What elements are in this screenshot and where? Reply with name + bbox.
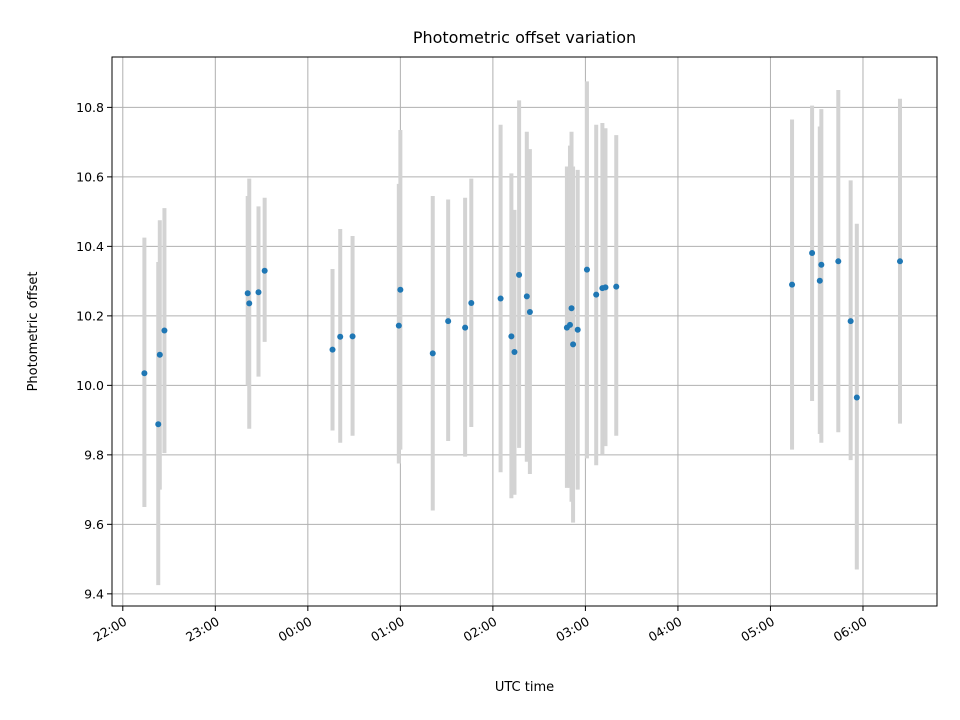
data-point	[255, 289, 262, 296]
data-point	[395, 322, 402, 329]
data-point	[349, 333, 356, 340]
y-tick-label: 9.6	[84, 517, 104, 532]
data-point	[161, 327, 168, 334]
data-point	[508, 333, 515, 340]
data-point	[523, 293, 530, 300]
data-point	[261, 267, 268, 274]
y-tick-label: 9.8	[84, 447, 104, 462]
data-point	[896, 258, 903, 265]
y-tick-label: 10.8	[76, 100, 104, 115]
data-point	[613, 283, 620, 290]
data-point	[593, 291, 600, 298]
y-tick-label: 10.2	[76, 308, 104, 323]
data-point	[818, 261, 825, 268]
data-points	[141, 249, 903, 428]
y-axis-ticks: 9.4 9.6 9.8 10.0 10.2 10.4 10.6 10.8	[76, 100, 112, 601]
x-tick-label: 06:00	[831, 614, 870, 645]
x-tick-label: 04:00	[646, 614, 685, 645]
data-point	[445, 318, 452, 325]
x-tick-label: 23:00	[183, 614, 222, 645]
data-point	[429, 350, 436, 357]
y-axis-label: Photometric offset	[26, 272, 41, 392]
data-point	[835, 258, 842, 265]
data-point	[583, 266, 590, 273]
data-point	[570, 341, 577, 348]
data-point	[468, 300, 475, 307]
data-point	[602, 284, 609, 291]
data-point	[337, 333, 344, 340]
data-point	[462, 324, 469, 331]
data-point	[847, 318, 854, 325]
data-point	[397, 286, 404, 293]
data-point	[574, 326, 581, 333]
data-point	[809, 249, 816, 256]
x-tick-label: 22:00	[91, 614, 130, 645]
data-point	[141, 370, 148, 377]
data-point	[816, 277, 823, 284]
x-tick-label: 01:00	[368, 614, 407, 645]
data-point	[155, 421, 162, 428]
y-tick-label: 10.4	[76, 239, 104, 254]
error-bars	[142, 81, 902, 586]
x-tick-label: 05:00	[738, 614, 777, 645]
data-point	[156, 351, 163, 358]
data-point	[511, 349, 518, 356]
data-point	[246, 300, 253, 307]
x-tick-label: 02:00	[461, 614, 500, 645]
x-tick-label: 03:00	[553, 614, 592, 645]
data-point	[568, 305, 575, 312]
data-point	[497, 295, 504, 302]
data-point	[853, 394, 860, 401]
data-point	[526, 309, 533, 316]
y-tick-label: 10.6	[76, 169, 104, 184]
y-tick-label: 10.0	[76, 378, 104, 393]
x-axis-label: UTC time	[495, 680, 554, 695]
x-tick-label: 00:00	[276, 614, 315, 645]
data-point	[516, 271, 523, 278]
data-point	[244, 290, 251, 297]
plot-frame	[111, 56, 938, 607]
data-point	[566, 321, 573, 328]
chart-title: Photometric offset variation	[413, 28, 636, 47]
y-tick-label: 9.4	[84, 586, 104, 601]
data-point	[789, 281, 796, 288]
data-point	[329, 346, 336, 353]
x-axis-ticks: 22:00 23:00 00:00 01:00 02:00 03:00 04:00 05:00…	[91, 606, 870, 645]
